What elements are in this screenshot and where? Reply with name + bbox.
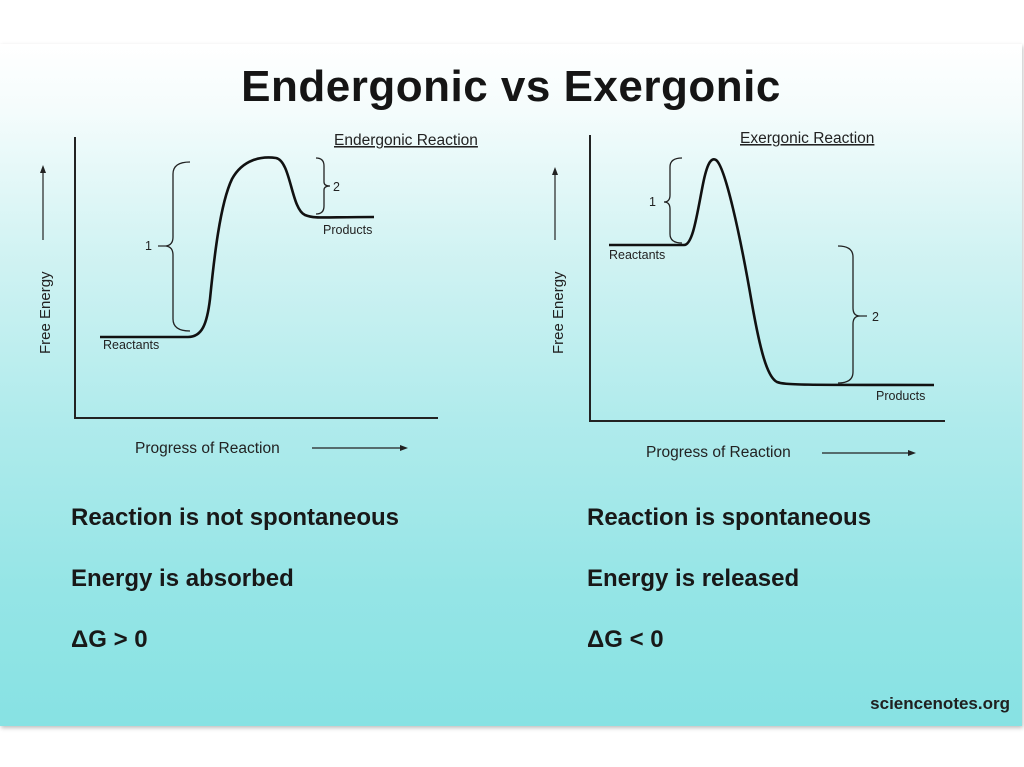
exergonic-bracket-1 <box>663 157 683 244</box>
exergonic-diagram: Exergonic Reaction Free Energy Progress … <box>550 130 945 461</box>
endergonic-x-axis-label: Progress of Reaction <box>135 440 280 457</box>
endergonic-heading: Endergonic Reaction <box>334 132 478 149</box>
exergonic-heading: Exergonic Reaction <box>740 130 874 147</box>
endergonic-bracket-2-label: 2 <box>333 180 340 194</box>
endergonic-products-label: Products <box>323 223 372 237</box>
endergonic-diagram: Endergonic Reaction Free Energy Progress… <box>37 132 478 457</box>
exergonic-statement-delta-g: ΔG < 0 <box>587 626 664 653</box>
exergonic-bracket-2 <box>837 245 861 384</box>
exergonic-statement-spontaneity: Reaction is spontaneous <box>587 504 872 531</box>
endergonic-statement-energy: Energy is absorbed <box>71 565 294 592</box>
endergonic-bracket-1 <box>165 161 191 332</box>
endergonic-statement-delta-g: ΔG > 0 <box>71 626 148 653</box>
slide: Endergonic vs Exergonic Endergonic React… <box>0 44 1022 726</box>
endergonic-y-arrowhead <box>40 165 46 173</box>
exergonic-y-axis-label: Free Energy <box>550 271 567 354</box>
exergonic-bracket-2-label: 2 <box>872 310 879 324</box>
endergonic-bracket-1-label: 1 <box>145 239 152 253</box>
endergonic-y-axis-label: Free Energy <box>37 271 54 354</box>
exergonic-reactants-label: Reactants <box>609 248 665 262</box>
exergonic-x-arrowhead <box>908 450 916 456</box>
exergonic-products-label: Products <box>876 389 925 403</box>
energy-diagrams: Endergonic Reaction Free Energy Progress… <box>37 130 945 461</box>
slide-title: Endergonic vs Exergonic <box>241 62 781 111</box>
endergonic-x-arrowhead <box>400 445 408 451</box>
endergonic-statement-spontaneity: Reaction is not spontaneous <box>71 504 400 531</box>
source-credit: sciencenotes.org <box>870 694 1010 713</box>
exergonic-bracket-1-label: 1 <box>649 195 656 209</box>
exergonic-x-axis-label: Progress of Reaction <box>646 444 791 461</box>
exergonic-energy-curve <box>609 158 935 387</box>
endergonic-bracket-2 <box>315 157 331 215</box>
endergonic-energy-curve <box>100 156 375 339</box>
exergonic-statement-energy: Energy is released <box>587 565 800 592</box>
endergonic-reactants-label: Reactants <box>103 338 159 352</box>
exergonic-y-arrowhead <box>552 167 558 175</box>
